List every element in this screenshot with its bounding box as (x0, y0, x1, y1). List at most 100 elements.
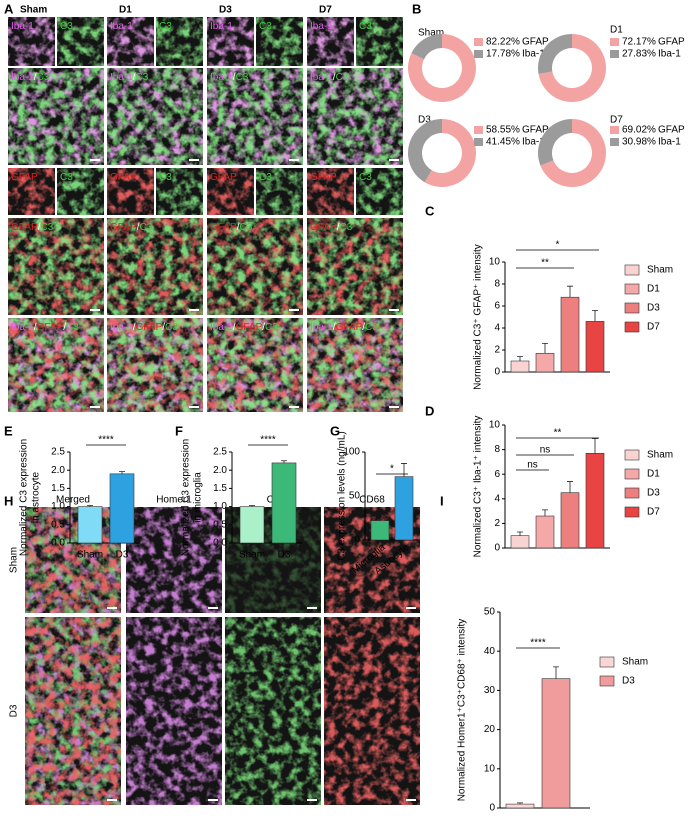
micrograph-signal (126, 617, 222, 805)
bar (585, 452, 605, 549)
micrograph-signal (256, 168, 303, 215)
channel-label-part: C3 (339, 222, 352, 233)
channel-label-part: Iba-1 (110, 322, 133, 333)
channel-label-part: Iba-1 (110, 21, 133, 32)
y-tick-label: 0.0 (51, 538, 65, 549)
micrograph-signal (156, 17, 203, 66)
micrograph-signal (107, 318, 203, 412)
panel-label: D (425, 403, 434, 418)
y-tick-label: 0 (494, 543, 500, 554)
row-label: Sham (9, 547, 20, 573)
channel-label-part: / (162, 322, 165, 333)
error-bar (553, 666, 559, 679)
x-tick-label: D3 (116, 550, 129, 561)
column-header: CD68 (359, 495, 385, 506)
channel-label-part: / (137, 222, 140, 233)
y-tick-label: 1.5 (51, 483, 65, 494)
channel-label-part: C3 (66, 322, 79, 333)
channel-label-part: / (233, 322, 236, 333)
channel-label: Iba-1 (110, 21, 133, 32)
significance-label: * (556, 240, 560, 251)
significance-label: ** (554, 428, 562, 439)
significance-label: * (390, 464, 394, 475)
micrograph-signal (25, 507, 121, 613)
channel-label: GFAP (11, 172, 38, 183)
y-tick-label: 100 (343, 447, 360, 458)
channel-label: C3 (359, 172, 372, 183)
channel-label-part: / (34, 322, 37, 333)
panel-label: C (425, 203, 435, 218)
error-bar (377, 518, 383, 521)
y-tick-label: 0.5 (213, 519, 227, 530)
channel-label: C3 (60, 172, 73, 183)
y-tick-label: 2.5 (213, 447, 227, 458)
channel-label-part: Iba-1 (310, 72, 333, 83)
error-bar (87, 505, 93, 507)
micrograph-signal (324, 617, 420, 805)
channel-label-part: C3 (159, 21, 172, 32)
bar (560, 492, 580, 549)
error-bar (517, 802, 523, 805)
bar (505, 803, 535, 809)
column-header: Merged (56, 495, 90, 506)
channel-label: GFAP (210, 172, 237, 183)
error-bar (517, 531, 523, 536)
legend-label: Iba-1 (658, 49, 681, 60)
micrograph-signal (107, 68, 203, 165)
bar (394, 476, 414, 541)
channel-label-part: C3 (60, 21, 73, 32)
y-tick-label: 10 (489, 257, 501, 268)
micrograph-signal (356, 17, 403, 66)
bar (585, 321, 605, 373)
channel-label-part: / (337, 222, 340, 233)
donut-slice (408, 34, 476, 102)
channel-label-part: Iba-1 (11, 72, 34, 83)
y-tick-label: 2 (494, 518, 500, 529)
channel-label-part: / (34, 72, 37, 83)
donut-slice (411, 34, 442, 60)
channel-label-part: GFAP (11, 222, 38, 233)
channel-label-part: GFAP (210, 222, 237, 233)
y-axis-label: Normalized C3 expression (181, 439, 192, 556)
legend-swatch (474, 50, 483, 58)
micrograph-signal (207, 68, 303, 165)
channel-label: Iba-1/C3 (310, 72, 349, 83)
channel-label-part: C3 (359, 172, 372, 183)
panel-label: G (330, 423, 340, 438)
chart-title: D3 (418, 115, 431, 126)
channel-label: Iba-1 (310, 21, 333, 32)
micrograph-signal (107, 168, 154, 215)
channel-label-part: GFAP (136, 322, 163, 333)
channel-label-part: C3 (336, 72, 349, 83)
micrograph-signal (307, 168, 354, 215)
legend-label: Iba-1 (522, 49, 545, 60)
legend-swatch (474, 138, 483, 146)
legend-label: Sham (647, 265, 673, 276)
micrograph-signal (57, 17, 104, 66)
channel-label-part: C3 (40, 222, 53, 233)
y-tick-label: 10 (484, 763, 496, 774)
legend-label: D7 (647, 322, 660, 333)
channel-label-part: Iba-1 (210, 21, 233, 32)
error-bar (401, 463, 407, 477)
micrograph-signal (107, 218, 203, 315)
legend-swatch (474, 38, 483, 46)
error-bar (592, 310, 598, 322)
legend-label: GFAP (658, 125, 685, 136)
donut-slice (538, 34, 572, 75)
legend-swatch (624, 487, 640, 499)
channel-label-part: C3 (259, 172, 272, 183)
channel-label: Iba-1/GFAP/C3 (310, 322, 378, 333)
legend-label: GFAP (522, 37, 549, 48)
y-axis-label: C3 expression levels (ng/mL) (337, 431, 348, 561)
channel-label-part: C3 (365, 322, 378, 333)
chart-title: Sham (418, 28, 444, 39)
error-bar (567, 285, 573, 298)
micrograph-signal (256, 17, 303, 66)
y-tick-label: 1.0 (213, 501, 227, 512)
legend-label: D3 (647, 488, 660, 499)
legend-swatch (610, 38, 619, 46)
y-tick-label: 1.5 (213, 483, 227, 494)
donut-slice (408, 119, 442, 183)
chart-title: D1 (610, 25, 623, 36)
